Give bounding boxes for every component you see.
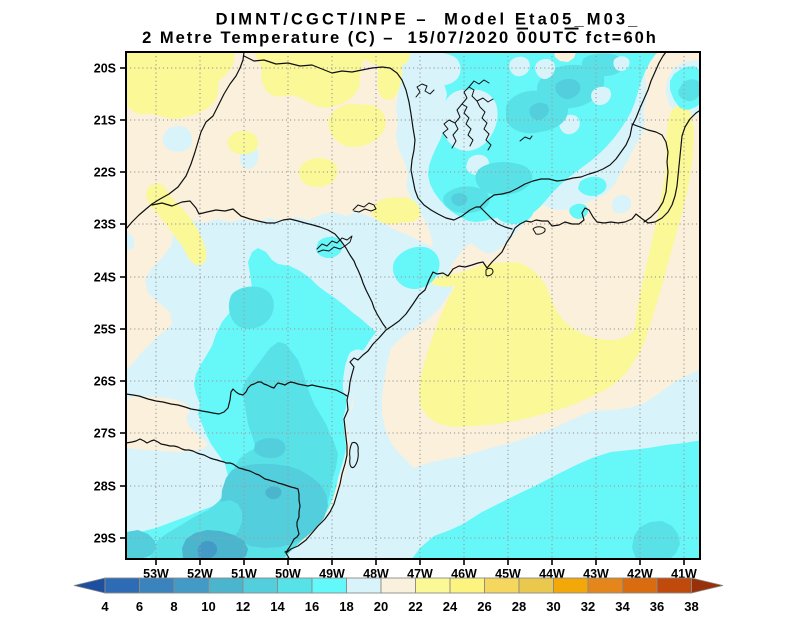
svg-text:21S: 21S [94,114,116,128]
svg-text:48W: 48W [363,567,389,581]
svg-text:20S: 20S [94,62,116,76]
svg-text:49W: 49W [319,567,345,581]
svg-text:43W: 43W [583,567,609,581]
svg-text:23S: 23S [94,218,116,232]
svg-text:18: 18 [339,599,353,614]
svg-text:25S: 25S [94,323,116,337]
svg-text:34: 34 [615,599,630,614]
svg-text:45W: 45W [495,567,521,581]
svg-text:24: 24 [443,599,458,614]
svg-text:10: 10 [201,599,215,614]
svg-text:14: 14 [270,599,285,614]
svg-text:51W: 51W [231,567,257,581]
svg-text:24S: 24S [94,271,116,285]
svg-text:30: 30 [546,599,560,614]
svg-text:26: 26 [477,599,491,614]
svg-text:DIMNT/CGCT/INPE – Model Eta05: DIMNT/CGCT/INPE – Model Eta05_M03_ [216,11,641,29]
svg-text:50W: 50W [275,567,301,581]
svg-text:38: 38 [684,599,698,614]
svg-text:8: 8 [170,599,177,614]
svg-text:36: 36 [650,599,664,614]
svg-text:6: 6 [136,599,143,614]
svg-text:28: 28 [512,599,526,614]
svg-text:52W: 52W [187,567,213,581]
svg-text:32: 32 [581,599,595,614]
svg-text:47W: 47W [407,567,433,581]
svg-text:44W: 44W [539,567,565,581]
svg-text:29S: 29S [94,532,116,546]
svg-text:4: 4 [101,599,109,614]
svg-text:22S: 22S [94,166,116,180]
svg-text:16: 16 [305,599,319,614]
svg-text:2 Metre Temperature (C) – 15/: 2 Metre Temperature (C) – 15/07/2020 00U… [142,29,658,47]
svg-text:46W: 46W [451,567,477,581]
svg-text:28S: 28S [94,480,116,494]
svg-text:22: 22 [408,599,422,614]
svg-text:41W: 41W [671,567,697,581]
svg-text:27S: 27S [94,427,116,441]
svg-text:12: 12 [236,599,250,614]
svg-text:20: 20 [374,599,388,614]
svg-text:53W: 53W [143,567,169,581]
svg-text:42W: 42W [627,567,653,581]
svg-text:26S: 26S [94,375,116,389]
